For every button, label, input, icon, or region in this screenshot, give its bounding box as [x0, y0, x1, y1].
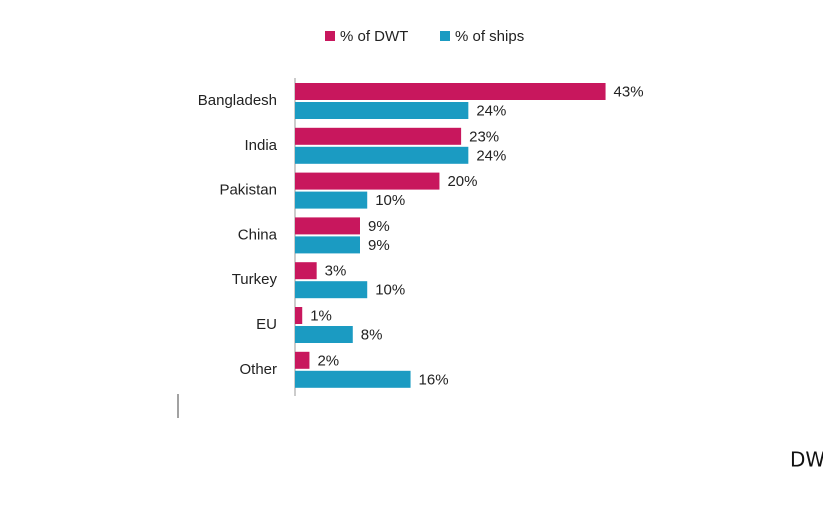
bar	[295, 236, 360, 254]
bar	[295, 351, 310, 369]
bar	[295, 281, 368, 299]
value-label: 20%	[447, 173, 477, 190]
bar	[295, 307, 303, 324]
value-label: 10%	[375, 282, 405, 299]
bar	[295, 102, 469, 119]
legend-swatch	[440, 31, 450, 41]
y-tick-label: China	[238, 226, 278, 243]
bar	[295, 262, 317, 280]
bar	[295, 217, 360, 235]
y-tick-label: India	[244, 137, 277, 154]
value-label: 43%	[614, 83, 644, 100]
y-tick-label: Other	[239, 361, 277, 378]
bar	[295, 370, 411, 388]
value-label: 9%	[368, 237, 390, 254]
value-label: 3%	[325, 263, 347, 280]
bar	[295, 127, 462, 145]
bar	[295, 146, 469, 164]
bar	[295, 172, 440, 190]
value-label: 1%	[310, 307, 332, 324]
value-label: 16%	[419, 371, 449, 388]
bar	[295, 191, 368, 209]
legend-label: % of DWT	[340, 28, 408, 45]
value-label: 23%	[469, 128, 499, 145]
bar	[295, 83, 606, 100]
legend-label: % of ships	[455, 28, 524, 45]
value-label: 9%	[368, 218, 390, 235]
bar	[295, 326, 353, 343]
y-tick-label: Turkey	[232, 271, 278, 288]
value-label: 8%	[361, 326, 383, 343]
legend-swatch	[325, 31, 335, 41]
value-label: 24%	[476, 102, 506, 119]
y-tick-label: Bangladesh	[198, 92, 277, 109]
value-label: 2%	[317, 352, 339, 369]
caption: نمودار کشتی های اوراق شده از 2015 تا 202…	[790, 448, 823, 472]
value-label: 24%	[476, 147, 506, 164]
y-tick-label: Pakistan	[219, 182, 277, 199]
y-tick-label: EU	[256, 316, 277, 333]
value-label: 10%	[375, 192, 405, 209]
